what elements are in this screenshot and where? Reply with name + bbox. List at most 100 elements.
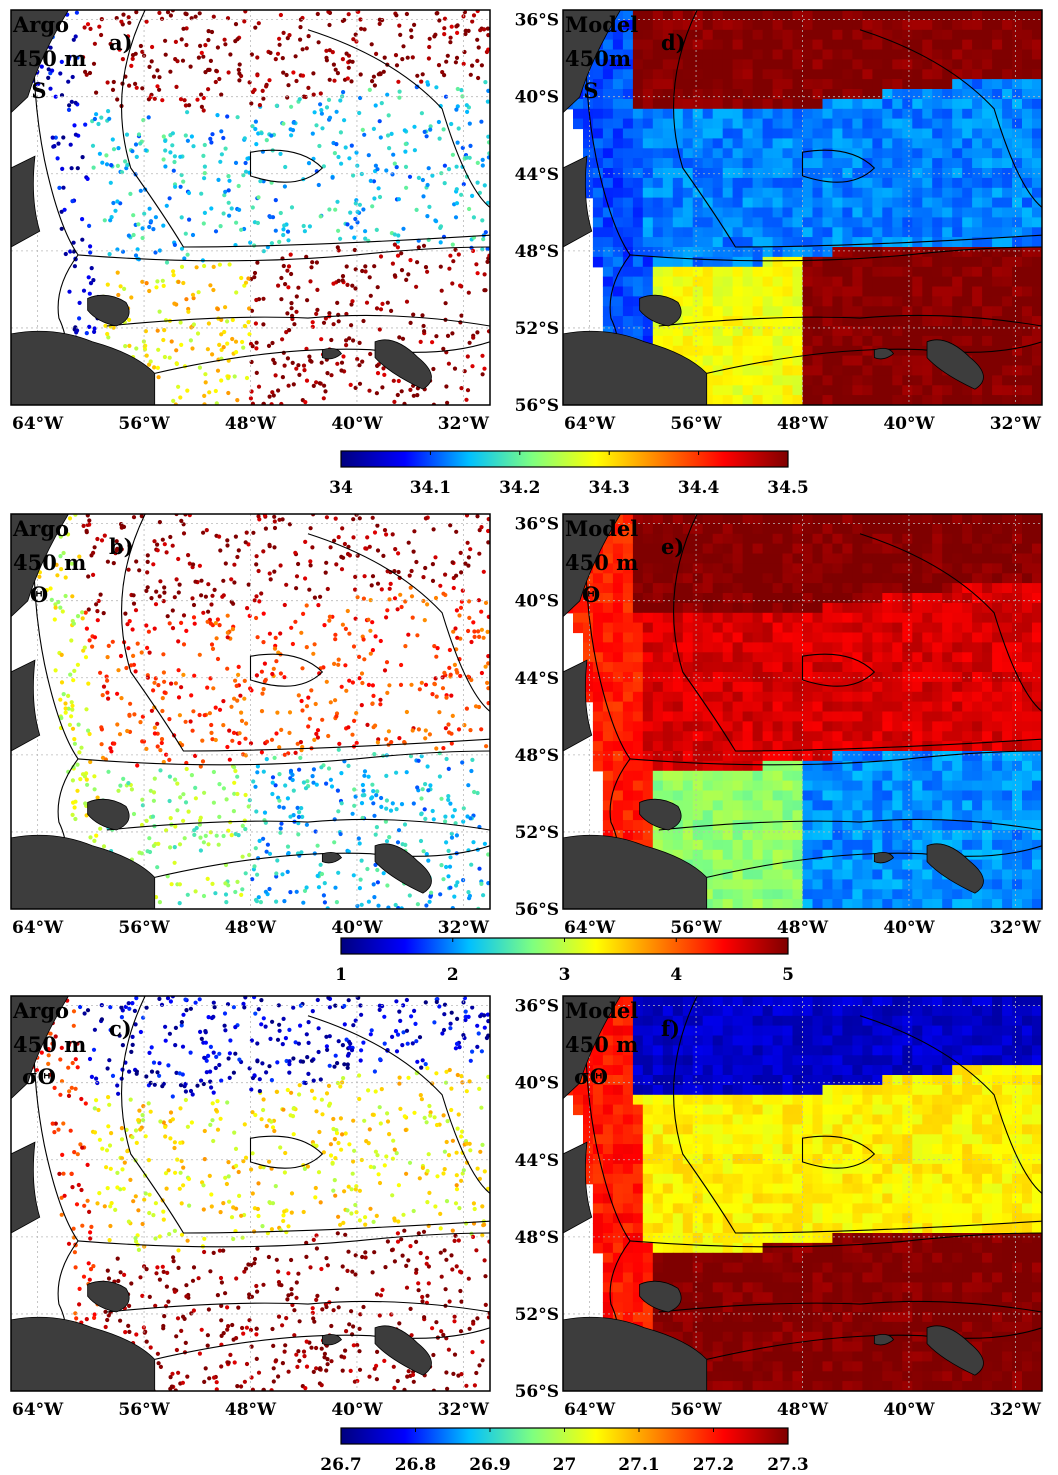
field-cell xyxy=(882,89,893,100)
field-cell xyxy=(782,49,794,60)
argo-point xyxy=(234,1276,239,1281)
argo-point xyxy=(223,561,228,566)
field-cell xyxy=(662,79,674,90)
argo-point xyxy=(155,721,160,726)
argo-point xyxy=(351,1159,356,1164)
argo-point xyxy=(240,339,245,345)
argo-point xyxy=(115,1170,120,1175)
argo-point xyxy=(293,750,298,756)
field-cell xyxy=(583,128,594,139)
argo-point xyxy=(253,846,258,851)
argo-point xyxy=(240,1235,245,1240)
argo-point xyxy=(172,159,177,165)
argo-point xyxy=(86,681,91,686)
argo-point xyxy=(471,1321,476,1326)
field-cell xyxy=(762,168,774,179)
field-cell xyxy=(712,177,724,189)
field-cell xyxy=(1032,138,1042,149)
argo-point xyxy=(477,190,482,195)
argo-point xyxy=(346,849,351,854)
argo-point xyxy=(140,797,145,802)
field-cell xyxy=(992,217,1003,228)
argo-point xyxy=(296,285,301,290)
argo-point xyxy=(50,1121,55,1126)
field-cell xyxy=(992,158,1003,169)
argo-point xyxy=(411,1379,416,1384)
argo-point xyxy=(308,526,313,531)
argo-point xyxy=(312,1096,317,1101)
field-cell xyxy=(592,168,604,179)
field-cell xyxy=(802,148,814,159)
argo-point xyxy=(286,238,291,243)
field-cell xyxy=(692,207,704,218)
argo-point xyxy=(280,337,285,342)
argo-point xyxy=(213,229,219,234)
field-cell xyxy=(912,227,923,238)
field-cell xyxy=(962,108,973,120)
argo-point xyxy=(256,21,261,26)
field-cell xyxy=(672,197,684,209)
field-cell xyxy=(712,217,724,228)
argo-point xyxy=(103,1309,108,1314)
argo-point xyxy=(420,72,425,77)
argo-point xyxy=(53,605,58,610)
argo-point xyxy=(176,1370,181,1375)
argo-point xyxy=(327,207,332,212)
field-cell xyxy=(592,187,604,199)
argo-point xyxy=(421,194,426,199)
argo-point xyxy=(95,618,100,623)
field-cell xyxy=(592,59,604,70)
argo-point xyxy=(302,368,307,373)
field-cell xyxy=(722,217,734,228)
field-cell xyxy=(982,69,993,80)
argo-point xyxy=(430,173,435,178)
argo-point xyxy=(134,85,139,90)
argo-point xyxy=(92,838,97,844)
argo-point xyxy=(233,160,239,165)
bathymetry-contour xyxy=(155,342,490,374)
argo-point xyxy=(222,1023,227,1028)
argo-point xyxy=(446,874,451,879)
field-cell xyxy=(592,138,604,149)
argo-point xyxy=(415,73,420,78)
argo-point xyxy=(256,1213,261,1219)
field-cell xyxy=(772,69,784,80)
argo-point xyxy=(185,1374,190,1379)
argo-point xyxy=(58,1057,63,1062)
argo-point xyxy=(324,1044,329,1049)
argo-point xyxy=(126,1219,131,1224)
argo-point xyxy=(203,1030,208,1035)
field-cell xyxy=(782,19,794,31)
argo-point xyxy=(477,1176,482,1181)
argo-point xyxy=(402,1114,407,1119)
field-cell xyxy=(982,98,993,110)
argo-point xyxy=(274,1089,279,1094)
argo-point xyxy=(184,26,189,31)
argo-point xyxy=(351,517,356,522)
argo-point xyxy=(410,728,415,733)
argo-point xyxy=(89,1074,94,1079)
argo-point xyxy=(243,280,249,285)
argo-point xyxy=(297,97,302,102)
field-cell xyxy=(892,79,903,90)
argo-point xyxy=(92,1315,97,1320)
argo-point xyxy=(259,1117,264,1122)
argo-point xyxy=(143,1191,148,1196)
argo-point xyxy=(392,1385,397,1390)
argo-point xyxy=(209,140,214,145)
argo-point xyxy=(226,390,231,396)
argo-point xyxy=(363,229,368,234)
argo-point xyxy=(147,1210,152,1216)
argo-point xyxy=(85,1162,90,1167)
field-cell xyxy=(782,118,794,130)
field-cell xyxy=(742,207,754,218)
argo-point xyxy=(242,678,247,684)
argo-point xyxy=(385,1111,390,1116)
argo-point xyxy=(77,300,82,305)
argo-point xyxy=(276,1280,282,1285)
argo-point xyxy=(236,67,241,72)
field-cell xyxy=(862,39,873,51)
argo-point xyxy=(298,25,303,30)
field-cell xyxy=(712,98,724,110)
field-cell xyxy=(902,207,913,218)
